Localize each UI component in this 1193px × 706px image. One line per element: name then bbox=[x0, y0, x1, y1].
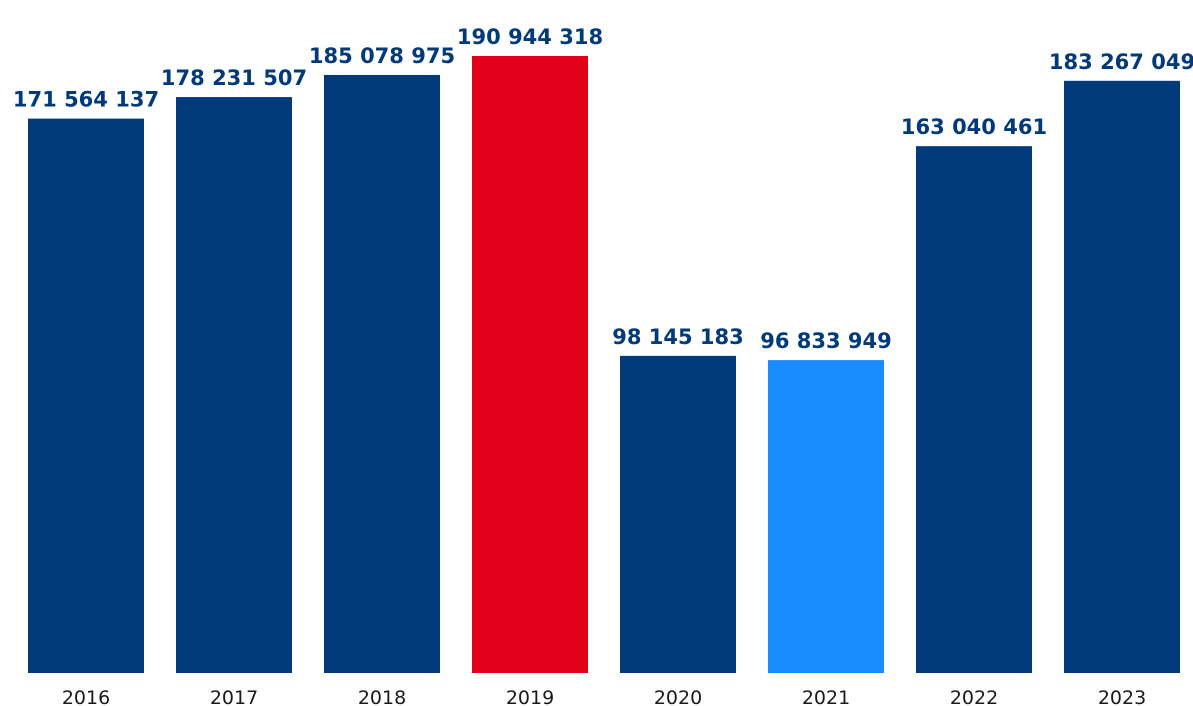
value-label-2016: 171 564 137 bbox=[13, 88, 159, 112]
x-tick-label-2016: 2016 bbox=[62, 687, 110, 706]
bar-2020 bbox=[620, 355, 736, 673]
value-label-2017: 178 231 507 bbox=[161, 66, 307, 90]
bar-2023 bbox=[1064, 80, 1180, 674]
x-tick-label-2018: 2018 bbox=[358, 687, 406, 706]
value-label-2022: 163 040 461 bbox=[901, 115, 1047, 139]
x-tick-label-2022: 2022 bbox=[950, 687, 998, 706]
value-label-2019: 190 944 318 bbox=[457, 25, 603, 49]
x-tick-labels-group: 2016 2017 2018 2019 2020 2021 2022 2023 bbox=[62, 687, 1146, 706]
value-label-2023: 183 267 049 bbox=[1049, 50, 1193, 74]
value-label-2018: 185 078 975 bbox=[309, 44, 455, 68]
bar-2019 bbox=[472, 56, 588, 673]
bars-group bbox=[28, 56, 1180, 674]
x-tick-label-2020: 2020 bbox=[654, 687, 702, 706]
x-tick-label-2019: 2019 bbox=[506, 687, 554, 706]
x-tick-label-2023: 2023 bbox=[1098, 687, 1146, 706]
bar-2021 bbox=[768, 360, 884, 673]
x-tick-label-2021: 2021 bbox=[802, 687, 850, 706]
value-label-2020: 98 145 183 bbox=[612, 325, 744, 349]
bar-2022 bbox=[916, 146, 1032, 674]
bar-2018 bbox=[324, 74, 440, 673]
x-tick-label-2017: 2017 bbox=[210, 687, 258, 706]
bar-2016 bbox=[28, 118, 144, 673]
bar-2017 bbox=[176, 97, 292, 673]
value-label-2021: 96 833 949 bbox=[760, 329, 892, 353]
